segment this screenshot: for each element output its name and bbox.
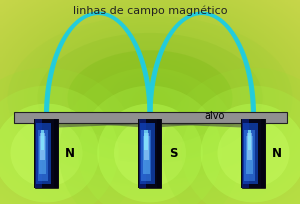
Ellipse shape: [0, 68, 138, 204]
Bar: [138, 119, 163, 188]
Bar: [36, 123, 51, 184]
Bar: [140, 123, 154, 184]
Bar: [157, 119, 161, 188]
Bar: [54, 119, 58, 188]
Text: linhas de campo magnético: linhas de campo magnético: [73, 5, 227, 16]
Bar: [141, 130, 151, 181]
Bar: [38, 130, 48, 181]
Ellipse shape: [97, 104, 203, 202]
Bar: [246, 136, 253, 174]
Ellipse shape: [162, 68, 300, 204]
Ellipse shape: [0, 104, 99, 202]
Bar: [139, 119, 161, 188]
Bar: [243, 123, 258, 184]
Ellipse shape: [78, 86, 222, 204]
Bar: [242, 119, 249, 188]
Ellipse shape: [8, 16, 292, 180]
Bar: [144, 130, 148, 150]
Bar: [143, 136, 150, 174]
Bar: [241, 119, 266, 188]
Polygon shape: [14, 118, 286, 128]
Ellipse shape: [182, 86, 300, 204]
Bar: [34, 119, 59, 188]
Ellipse shape: [59, 68, 241, 204]
Bar: [144, 133, 149, 160]
Ellipse shape: [68, 50, 232, 146]
Ellipse shape: [11, 119, 82, 187]
Ellipse shape: [38, 33, 262, 163]
Bar: [244, 130, 255, 181]
Bar: [40, 133, 45, 160]
Text: alvo: alvo: [204, 111, 224, 121]
Bar: [139, 119, 145, 188]
Bar: [40, 130, 44, 150]
Ellipse shape: [218, 119, 290, 187]
Text: S: S: [169, 147, 177, 160]
Bar: [14, 112, 286, 123]
Ellipse shape: [0, 86, 118, 204]
Bar: [35, 119, 58, 188]
Bar: [248, 130, 251, 150]
Bar: [247, 133, 252, 160]
Bar: [242, 119, 265, 188]
Ellipse shape: [114, 119, 186, 187]
Polygon shape: [14, 118, 286, 128]
Bar: [35, 119, 42, 188]
Ellipse shape: [201, 104, 300, 202]
Text: N: N: [65, 147, 75, 160]
Polygon shape: [14, 118, 286, 128]
Text: N: N: [272, 147, 282, 160]
Bar: [39, 136, 46, 174]
Bar: [261, 119, 265, 188]
